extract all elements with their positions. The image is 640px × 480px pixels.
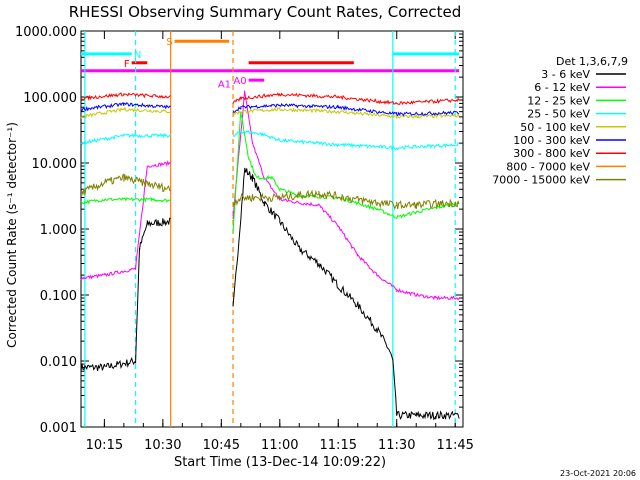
x-axis-label: Start Time (13-Dec-14 10:09:22)	[174, 455, 386, 470]
legend-label: 800 - 7000 keV	[506, 160, 590, 173]
x-tick-label: 11:00	[261, 438, 298, 453]
legend-label: 50 - 100 keV	[520, 121, 590, 134]
footer-date: 23-Oct-2021 20:06	[560, 469, 636, 478]
y-tick-label: 0.001	[40, 421, 77, 436]
flag-label: F	[124, 59, 130, 70]
y-tick-label: 100.000	[23, 91, 77, 106]
series-line	[80, 106, 460, 120]
legend-label: 3 - 6 keV	[541, 68, 590, 81]
x-tick-label: 10:45	[203, 438, 240, 453]
plot-area: 0.001 0.010 0.100 1.000 10.000 100.000 1000.00…	[15, 25, 474, 453]
legend-label: 12 - 25 keV	[527, 94, 590, 107]
legend-title: Det 1,3,6,7,9	[556, 55, 628, 68]
x-tick-label: 10:30	[144, 438, 181, 453]
x-tick-label: 10:15	[86, 438, 123, 453]
flag-label: A1	[218, 80, 231, 91]
x-tick-label: 11:15	[320, 438, 357, 453]
legend-label: 300 - 800 keV	[513, 147, 590, 160]
y-tick-label: 0.100	[40, 289, 77, 304]
flag-label: S	[166, 37, 172, 48]
y-tick-label: 1000.000	[15, 25, 77, 40]
y-tick-label: 0.010	[40, 355, 77, 370]
series-line	[80, 173, 460, 211]
series-line	[80, 111, 460, 234]
legend-label: 25 - 50 keV	[527, 108, 590, 121]
x-tick-label: 11:30	[378, 438, 415, 453]
series-line	[80, 130, 460, 151]
series-line	[80, 167, 460, 421]
series-line	[80, 102, 460, 117]
y-axis-label: Corrected Count Rate (s⁻¹ detector⁻¹)	[5, 122, 19, 348]
series-line	[80, 92, 460, 106]
legend-label: 7000 - 15000 keV	[492, 174, 590, 187]
chart-title: RHESSI Observing Summary Count Rates, Co…	[69, 3, 462, 21]
series-line	[80, 90, 460, 301]
y-tick-label: 1.000	[40, 223, 77, 238]
flag-label: N	[134, 50, 141, 61]
flag-label: A0	[233, 76, 246, 87]
y-tick-label: 10.000	[32, 157, 78, 172]
legend-label: 100 - 300 keV	[513, 134, 590, 147]
legend-label: 6 - 12 keV	[534, 81, 590, 94]
x-tick-label: 11:45	[436, 438, 473, 453]
plot-frame	[80, 30, 464, 428]
